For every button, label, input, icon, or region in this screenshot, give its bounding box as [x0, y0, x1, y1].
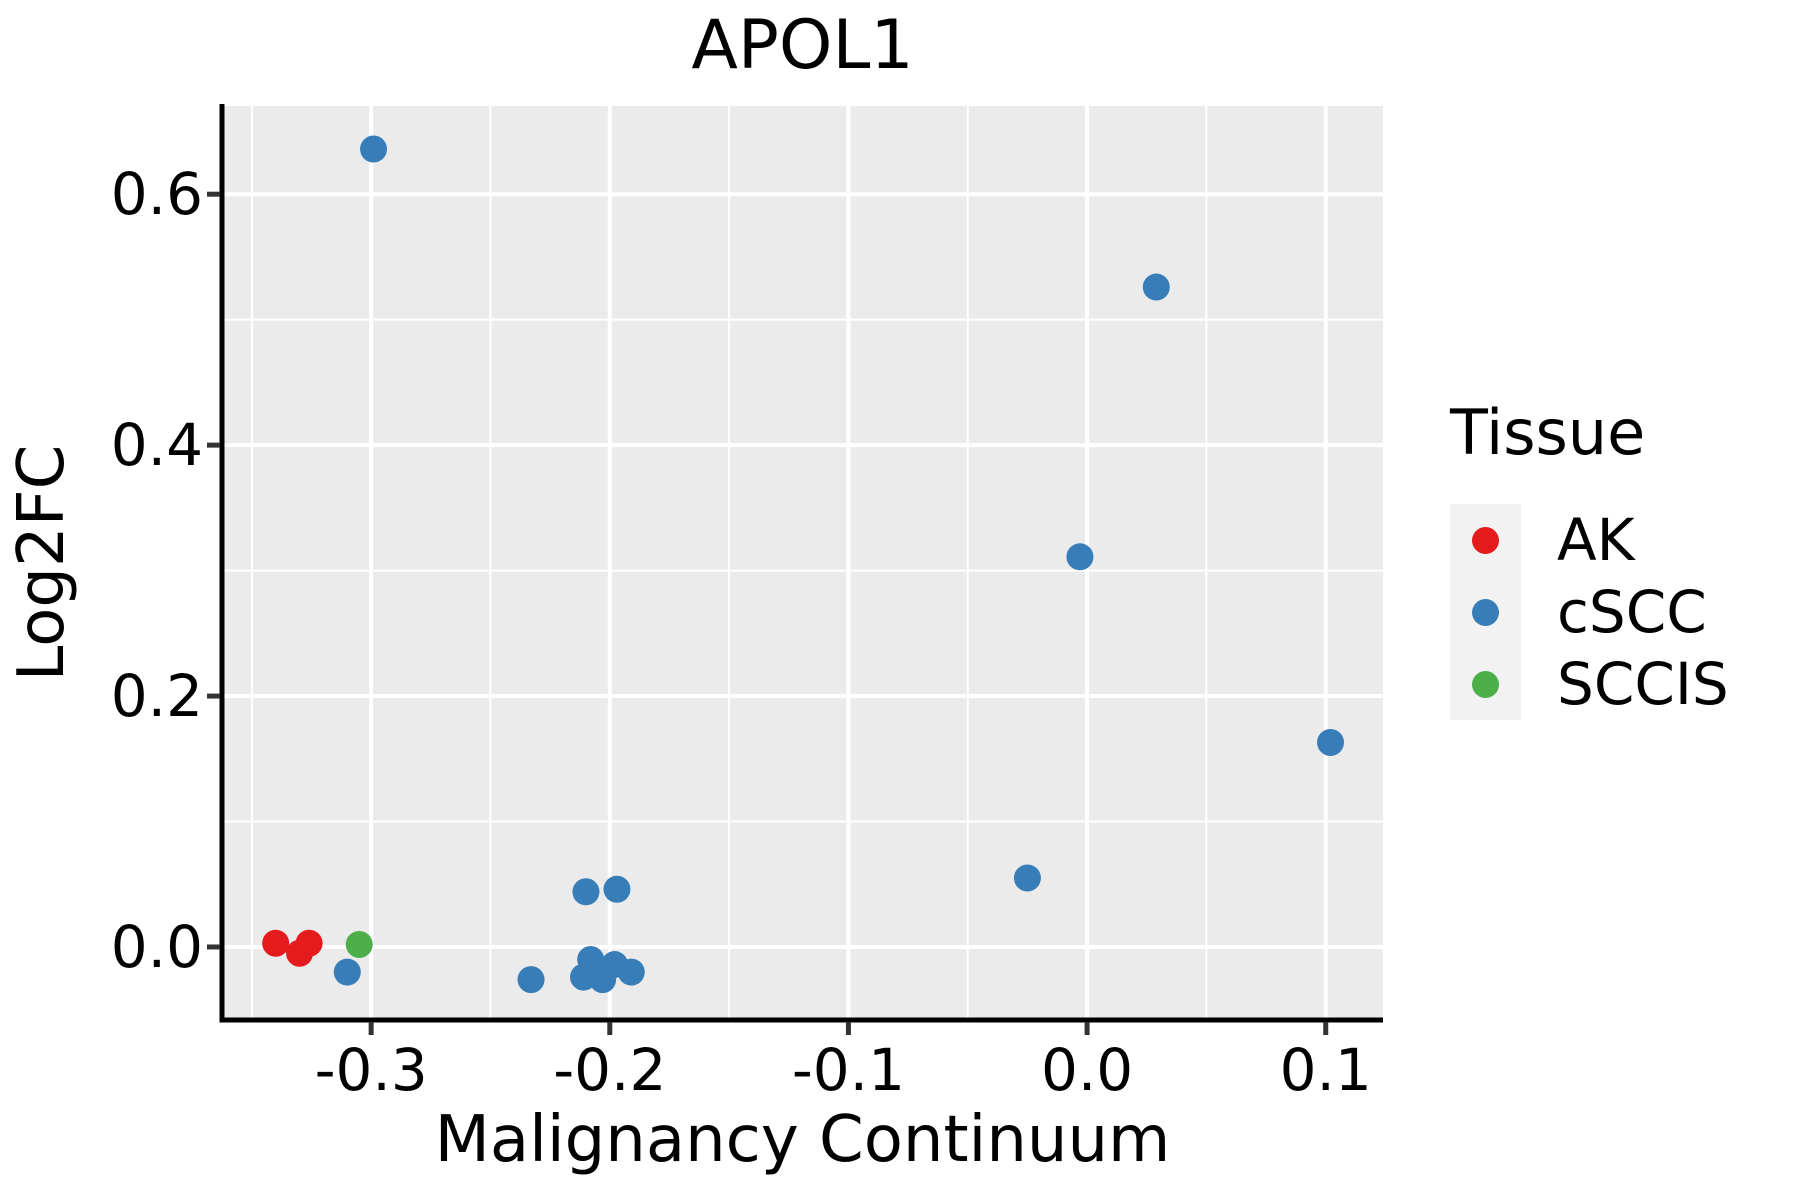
data-point-cSCC	[517, 966, 545, 994]
x-axis-title: Malignancy Continuum	[434, 1103, 1171, 1177]
legend-key	[1450, 576, 1521, 648]
legend-dot-sccis	[1472, 670, 1499, 698]
data-point-AK	[262, 929, 290, 957]
legend-key	[1450, 648, 1521, 720]
y-tick-label: 0.0	[111, 913, 203, 981]
legend-key	[1450, 504, 1521, 576]
legend: Tissue AK cSCC SCCIS	[1450, 402, 1729, 720]
panel-background	[222, 106, 1383, 1020]
data-point-cSCC	[617, 958, 645, 986]
x-tick-label: 0.0	[1041, 1036, 1133, 1104]
legend-label: AK	[1557, 506, 1635, 574]
x-tick-label: -0.1	[792, 1036, 905, 1104]
data-point-cSCC	[333, 958, 361, 986]
x-tick-label: -0.2	[553, 1036, 666, 1104]
data-point-cSCC	[1013, 864, 1041, 892]
data-point-cSCC	[603, 875, 631, 903]
legend-dot-ak	[1472, 526, 1499, 554]
legend-rows: AK cSCC SCCIS	[1450, 504, 1729, 720]
y-tick-label: 0.4	[111, 411, 203, 479]
legend-item-ak: AK	[1450, 504, 1729, 576]
data-point-SCCIS	[345, 930, 373, 958]
x-tick-label: -0.3	[315, 1036, 428, 1104]
data-point-cSCC	[1316, 728, 1344, 756]
x-tick-label: 0.1	[1280, 1036, 1372, 1104]
data-point-cSCC	[1066, 543, 1094, 571]
data-point-cSCC	[577, 946, 605, 974]
data-point-cSCC	[572, 878, 600, 906]
data-point-AK	[295, 929, 323, 957]
data-point-cSCC	[360, 135, 388, 163]
legend-title: Tissue	[1450, 396, 1646, 469]
legend-item-sccis: SCCIS	[1450, 648, 1729, 720]
data-point-cSCC	[1142, 273, 1170, 301]
chart-title: APOL1	[691, 6, 914, 85]
legend-dot-cscc	[1472, 598, 1499, 626]
y-tick-label: 0.2	[111, 662, 203, 730]
legend-label: SCCIS	[1557, 650, 1729, 718]
y-tick-label: 0.6	[111, 160, 203, 228]
legend-label: cSCC	[1557, 578, 1707, 646]
legend-item-cscc: cSCC	[1450, 576, 1729, 648]
